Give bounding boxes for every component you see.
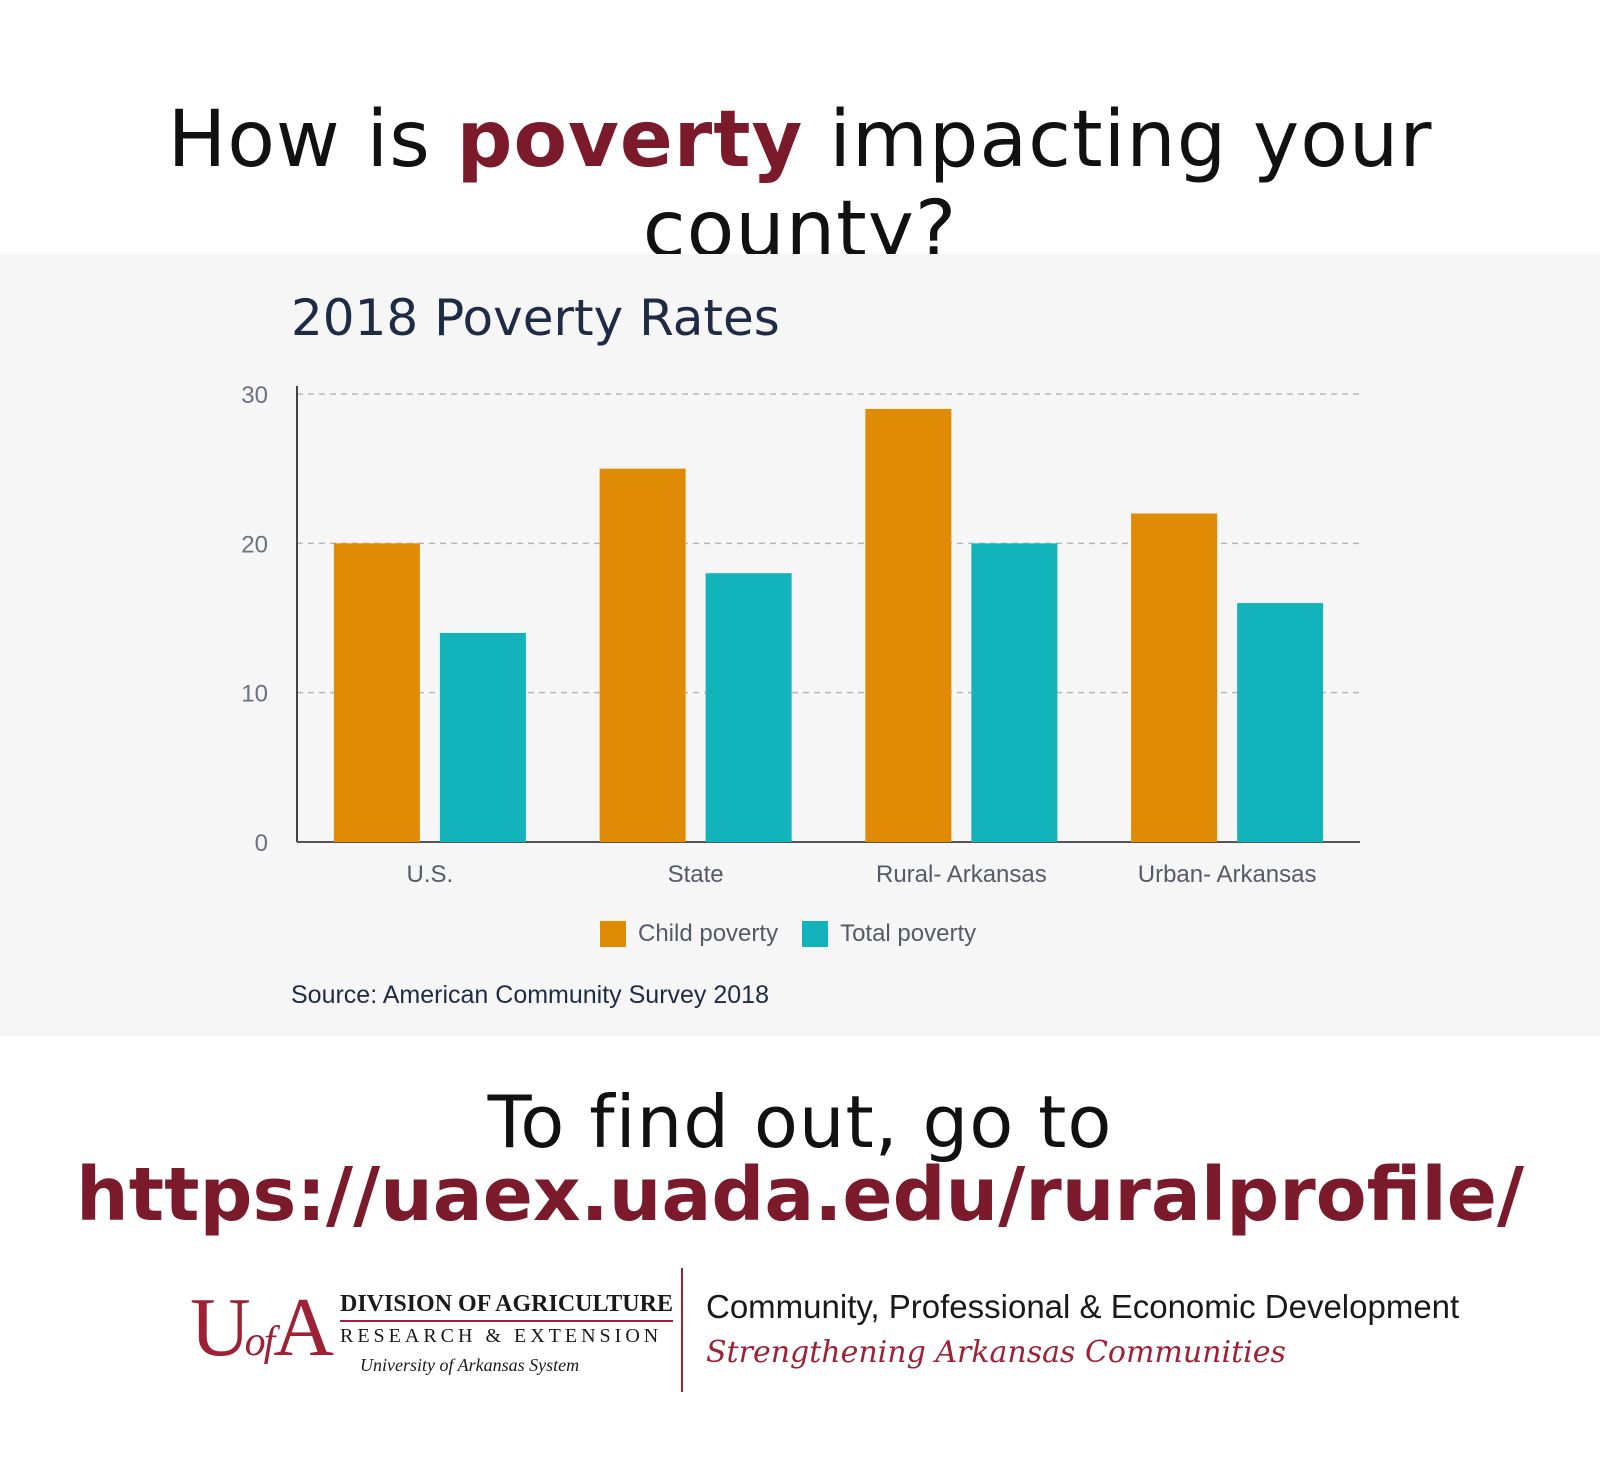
legend-item-total: Total poverty (802, 920, 976, 948)
headline-emphasis: poverty (456, 95, 804, 185)
chart-panel: 2018 Poverty Rates 0 10 20 30 U.S. State Rural… (0, 254, 1600, 1036)
department-name: Community, Professional & Economic Devel… (706, 1288, 1460, 1325)
legend-swatch-total (802, 921, 829, 947)
bar (1237, 603, 1324, 842)
uofa-logo: UofA DIVISION OF AGRICULTURE RESEARCH & … (190, 1283, 673, 1383)
logo-division: DIVISION OF AGRICULTURE (340, 1291, 673, 1322)
bar (439, 632, 526, 842)
headline-suffix: impacting your county? (642, 95, 1433, 275)
y-tick-label: 20 (241, 531, 268, 558)
x-tick-label: State (668, 861, 724, 888)
bar (971, 543, 1058, 842)
y-tick-label: 30 (241, 382, 268, 409)
bar (333, 543, 420, 842)
bar-chart: 0 10 20 30 U.S. State Rural- Arkansas Urban- Ar… (241, 382, 1360, 888)
bar (705, 573, 792, 842)
bar (1131, 513, 1218, 842)
legend-swatch-child (600, 921, 626, 947)
legend-item-child: Child poverty (600, 920, 778, 948)
logo-research-extension: RESEARCH & EXTENSION (340, 1325, 663, 1347)
headline-prefix: How is (167, 95, 457, 185)
bar (599, 468, 686, 842)
department-tagline: Strengthening Arkansas Communities (706, 1335, 1286, 1370)
legend-label-child: Child poverty (638, 920, 779, 947)
source-note: Source: American Community Survey 2018 (291, 981, 769, 1009)
cta-text: To find out, go to (487, 1080, 1113, 1164)
x-tick-label: Urban- Arkansas (1138, 861, 1317, 888)
footer-divider (681, 1268, 683, 1392)
headline: How is poverty impacting your county? (0, 95, 1600, 275)
logo-university-system: University of Arkansas System (360, 1355, 580, 1375)
logo-mark-a: A (273, 1281, 334, 1374)
uofa-logo-mark: UofA (190, 1281, 334, 1387)
y-tick-label: 0 (255, 830, 268, 857)
x-tick-label: Rural- Arkansas (876, 861, 1047, 888)
chart-title: 2018 Poverty Rates (291, 289, 780, 347)
x-tick-label: U.S. (407, 861, 454, 888)
y-tick-label: 10 (241, 681, 268, 708)
bar (865, 408, 952, 842)
logo-mark-u: U (190, 1281, 251, 1374)
chart-legend: Child poverty Total poverty (600, 919, 1000, 949)
rural-profile-link[interactable]: https://uaex.uada.edu/ruralprofile/ (76, 1152, 1524, 1238)
legend-label-total: Total poverty (840, 920, 977, 947)
logo-mark-of: of (244, 1319, 276, 1365)
